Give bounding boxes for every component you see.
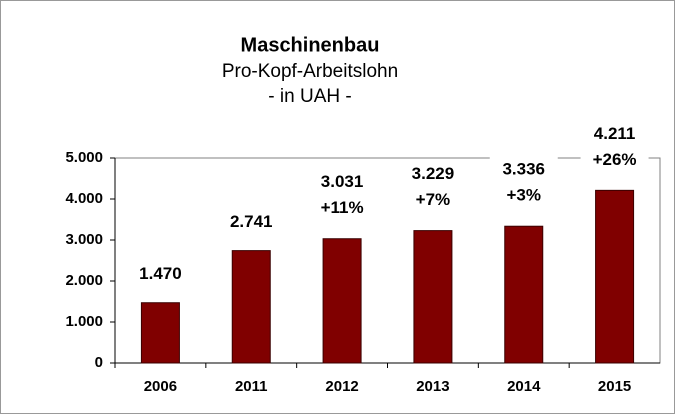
y-tick-label: 5.000 [65, 149, 103, 166]
y-tick-label: 4.000 [65, 190, 103, 207]
bar [504, 225, 544, 364]
x-tick-label: 2013 [416, 378, 449, 395]
bar [595, 189, 635, 364]
growth-label: +26% [593, 150, 637, 169]
x-tick-label: 2014 [507, 378, 541, 395]
label-bg [126, 261, 195, 288]
label-bg [580, 121, 649, 176]
value-label: 3.229 [412, 164, 455, 183]
label-bg [217, 209, 286, 236]
chart-subtitle: Pro-Kopf-Arbeitslohn [222, 61, 398, 82]
label-bg [398, 161, 467, 216]
growth-label: +7% [416, 190, 451, 209]
bar [413, 230, 453, 364]
label-bg [308, 169, 377, 224]
label-bg [489, 157, 558, 212]
growth-label: +3% [507, 186, 542, 205]
value-label: 2.741 [230, 212, 273, 231]
y-tick-label: 3.000 [65, 231, 103, 248]
y-tick-label: 2.000 [65, 272, 103, 289]
value-label: 4.211 [594, 124, 636, 143]
chart-title: Maschinenbau [241, 34, 380, 56]
x-tick-label: 2006 [144, 378, 177, 395]
growth-label: +11% [321, 198, 364, 217]
bar [140, 302, 180, 364]
value-label: 3.336 [502, 160, 545, 179]
x-tick-label: 2015 [598, 378, 631, 395]
y-tick-label: 1.000 [65, 313, 103, 330]
unit-label: - in UAH - [268, 86, 351, 107]
bar [322, 238, 362, 364]
x-tick-label: 2012 [325, 378, 358, 395]
value-label: 3.031 [321, 172, 364, 191]
x-tick-label: 2011 [235, 378, 268, 395]
y-tick-label: 0 [95, 354, 103, 371]
bar [231, 250, 271, 364]
value-label: 1.470 [139, 264, 182, 283]
